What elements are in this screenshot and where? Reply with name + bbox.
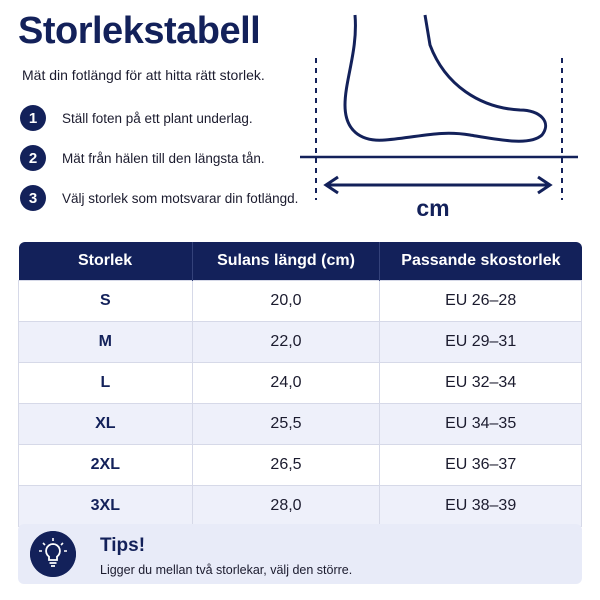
table-row: S 20,0 EU 26–28 — [18, 280, 582, 322]
step-text: Välj storlek som motsvarar din fotlängd. — [62, 190, 299, 206]
step: 1 Ställ foten på ett plant underlag. — [20, 105, 253, 131]
table-cell: 25,5 — [191, 403, 381, 445]
table-row: 3XL 28,0 EU 38–39 — [18, 485, 582, 527]
step: 2 Mät från hälen till den längsta tån. — [20, 145, 265, 171]
table-cell: EU 32–34 — [379, 362, 582, 404]
arrow-head — [537, 175, 553, 195]
table-cell: 20,0 — [191, 280, 381, 322]
foot-outline — [343, 14, 548, 143]
size-cell: S — [18, 280, 193, 322]
size-table: Storlek Sulans längd (cm) Passande skost… — [18, 242, 582, 527]
title: Storlekstabell — [18, 10, 261, 52]
table-cell: EU 38–39 — [379, 485, 582, 527]
arrow-head — [323, 175, 339, 195]
size-cell: M — [18, 321, 193, 363]
table-cell: EU 34–35 — [379, 403, 582, 445]
column-header: Sulans längd (cm) — [191, 242, 380, 281]
step-text: Mät från hälen till den längsta tån. — [62, 150, 265, 166]
table-row: XL 25,5 EU 34–35 — [18, 403, 582, 445]
step: 3 Välj storlek som motsvarar din fotlängd… — [20, 185, 298, 211]
table-cell: 28,0 — [191, 485, 381, 527]
table-cell: 24,0 — [191, 362, 381, 404]
table-cell: EU 36–37 — [379, 444, 582, 486]
tip-text: Ligger du mellan två storlekar, välj den… — [100, 563, 353, 577]
table-cell: EU 29–31 — [379, 321, 582, 363]
tip-icon — [30, 531, 76, 577]
unit-label: cm — [416, 195, 449, 221]
size-cell: 2XL — [18, 444, 193, 486]
table-row: M 22,0 EU 29–31 — [18, 321, 582, 363]
table-row: 2XL 26,5 EU 36–37 — [18, 444, 582, 486]
step-number: 2 — [20, 145, 46, 171]
size-cell: 3XL — [18, 485, 193, 527]
step-text: Ställ foten på ett plant underlag. — [62, 110, 253, 126]
table-cell: 22,0 — [191, 321, 381, 363]
step-number: 3 — [20, 185, 46, 211]
step-number: 1 — [20, 105, 46, 131]
header-row: Storlek Sulans längd (cm) Passande skost… — [18, 242, 582, 281]
subtitle: Mät din fotlängd för att hitta rätt stor… — [22, 67, 265, 83]
tip-box — [18, 524, 582, 584]
table-cell: EU 26–28 — [379, 280, 582, 322]
foot-diagram: cm — [300, 14, 578, 221]
size-cell: L — [18, 362, 193, 404]
column-header: Storlek — [18, 242, 193, 281]
tip-title: Tips! — [100, 535, 146, 556]
table-row: L 24,0 EU 32–34 — [18, 362, 582, 404]
size-cell: XL — [18, 403, 193, 445]
table-cell: 26,5 — [191, 444, 381, 486]
column-header: Passande skostorlek — [379, 242, 582, 281]
